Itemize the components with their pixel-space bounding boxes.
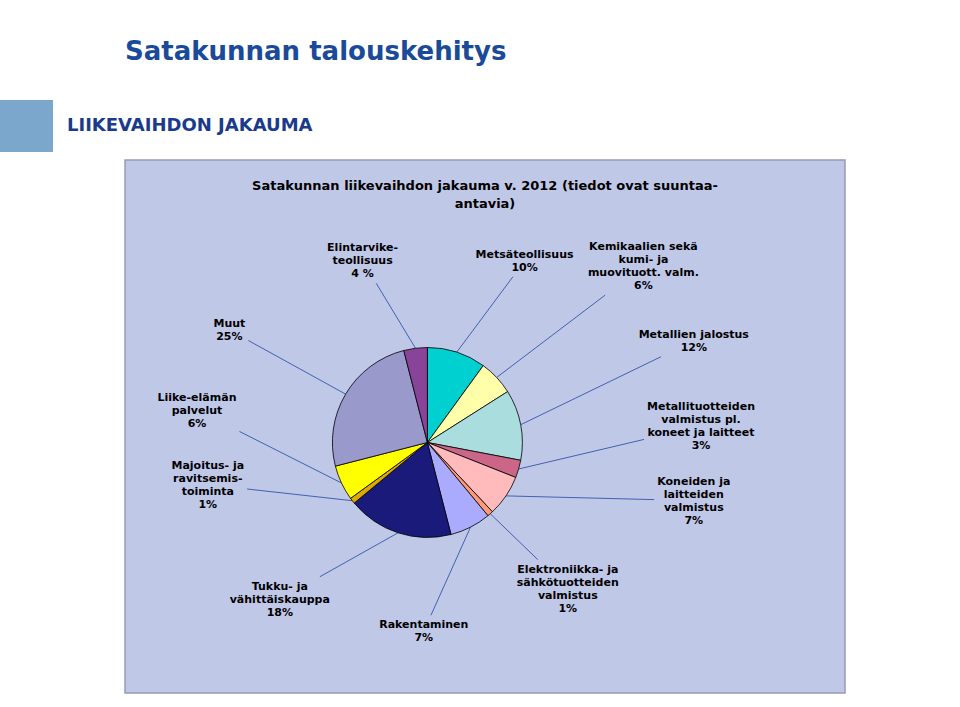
data-label: 7% bbox=[414, 631, 433, 644]
title: Satakunnan talouskehitys bbox=[125, 36, 506, 66]
slice-label: Metallien jalostus12% bbox=[639, 328, 750, 354]
slice-label: Tukku- javähittäiskauppa18% bbox=[230, 580, 330, 619]
category-label: Tukku- javähittäiskauppa bbox=[230, 580, 330, 606]
data-label: 25% bbox=[216, 330, 242, 343]
category-label: Liike-elämänpalvelut bbox=[158, 391, 237, 417]
leader-line bbox=[248, 340, 345, 394]
category-label-line: muovituott. valm. bbox=[588, 266, 699, 279]
chart-title-line: antavia) bbox=[455, 196, 516, 211]
data-label: 7% bbox=[684, 514, 703, 527]
leader-line bbox=[519, 439, 644, 469]
leader-line bbox=[239, 431, 341, 482]
slice-label: Elintarvike-teollisuus4 % bbox=[327, 241, 398, 280]
category-label: Metsäteollisuus bbox=[476, 248, 574, 261]
category-label: Koneiden jalaitteidenvalmistus bbox=[657, 475, 730, 514]
category-label-line: koneet ja laitteet bbox=[647, 426, 754, 439]
category-label: Elektroniikka- jasähkötuotteidenvalmistu… bbox=[517, 563, 619, 602]
chart: Satakunnan talouskehitys LIIKEVAIHDON JAK… bbox=[0, 0, 960, 707]
chart-container: Satakunnan talouskehitys LIIKEVAIHDON JAK… bbox=[0, 0, 960, 707]
pie-slice bbox=[404, 347, 428, 442]
slice-label: Muut25% bbox=[213, 317, 245, 343]
category-label-line: Metsäteollisuus bbox=[476, 248, 574, 261]
slice-label: Rakentaminen7% bbox=[379, 618, 468, 644]
leader-line bbox=[431, 527, 471, 615]
data-label: 10% bbox=[511, 261, 537, 274]
data-label: 1% bbox=[558, 602, 577, 615]
category-label: Metallien jalostus bbox=[639, 328, 750, 341]
category-label-line: Metallituotteiden bbox=[647, 400, 755, 413]
category-label-line: palvelut bbox=[172, 404, 223, 417]
leader-line bbox=[490, 514, 538, 560]
category-label: Elintarvike-teollisuus bbox=[327, 241, 398, 267]
data-label: 6% bbox=[634, 279, 653, 292]
chart-box bbox=[125, 160, 845, 693]
category-label-line: Koneiden ja bbox=[657, 475, 730, 488]
subtitle-accent bbox=[0, 100, 53, 152]
leader-line bbox=[521, 357, 661, 425]
category-label: Metallituotteidenvalmistus pl.koneet ja … bbox=[647, 400, 755, 439]
data-label: 1% bbox=[198, 498, 217, 511]
category-label: Kemikaalien sekäkumi- jamuovituott. valm… bbox=[588, 240, 699, 279]
leader-line bbox=[320, 533, 398, 577]
slice-label: Kemikaalien sekäkumi- jamuovituott. valm… bbox=[588, 240, 699, 292]
data-label: 4 % bbox=[351, 267, 374, 280]
category-label-line: valmistus pl. bbox=[661, 413, 740, 426]
category-label-line: Elektroniikka- ja bbox=[517, 563, 618, 576]
slice-label: Metsäteollisuus10% bbox=[476, 248, 574, 274]
category-label-line: Metallien jalostus bbox=[639, 328, 750, 341]
category-label-line: laitteiden bbox=[664, 488, 724, 501]
category-label-line: sähkötuotteiden bbox=[517, 576, 619, 589]
slice-label: Koneiden jalaitteidenvalmistus7% bbox=[657, 475, 730, 527]
labels: Metsäteollisuus10% Kemikaalien sekäkumi- … bbox=[158, 240, 755, 644]
category-label-line: toiminta bbox=[182, 485, 234, 498]
slice-label: Elektroniikka- jasähkötuotteidenvalmistu… bbox=[517, 563, 619, 615]
leader-line bbox=[247, 489, 352, 501]
category-label: Rakentaminen bbox=[379, 618, 468, 631]
pie bbox=[332, 347, 522, 537]
category-label-line: Majoitus- ja bbox=[171, 459, 244, 472]
category-label-line: ravitsemis- bbox=[173, 472, 242, 485]
category-label-line: Muut bbox=[213, 317, 245, 330]
category-label-line: valmistus bbox=[664, 501, 724, 514]
category-label-line: vähittäiskauppa bbox=[230, 593, 330, 606]
data-label: 18% bbox=[267, 606, 293, 619]
category-label-line: valmistus bbox=[538, 589, 598, 602]
category-label-line: Rakentaminen bbox=[379, 618, 468, 631]
category-label-line: Tukku- ja bbox=[252, 580, 308, 593]
category-label-line: Liike-elämän bbox=[158, 391, 237, 404]
data-label: 3% bbox=[692, 439, 711, 452]
slice-label: Liike-elämänpalvelut6% bbox=[158, 391, 237, 430]
leader-lines bbox=[239, 277, 661, 615]
data-label: 12% bbox=[681, 341, 707, 354]
category-label: Muut bbox=[213, 317, 245, 330]
chart-title: Satakunnan liikevaihdon jakauma v. 2012 … bbox=[252, 178, 718, 211]
category-label-line: Elintarvike- bbox=[327, 241, 398, 254]
category-label: Majoitus- jaravitsemis-toiminta bbox=[171, 459, 244, 498]
chart-title-line: Satakunnan liikevaihdon jakauma v. 2012 … bbox=[252, 178, 718, 193]
leader-line bbox=[457, 277, 513, 352]
leader-line bbox=[506, 496, 654, 500]
category-label-line: teollisuus bbox=[332, 254, 393, 267]
category-label-line: Kemikaalien sekä bbox=[589, 240, 698, 253]
slice-label: Metallituotteidenvalmistus pl.koneet ja … bbox=[647, 400, 755, 452]
data-label: 6% bbox=[188, 417, 207, 430]
subtitle: LIIKEVAIHDON JAKAUMA bbox=[67, 114, 313, 135]
category-label-line: kumi- ja bbox=[618, 253, 668, 266]
slice-label: Majoitus- jaravitsemis-toiminta1% bbox=[171, 459, 244, 511]
leader-line bbox=[497, 295, 606, 377]
leader-line bbox=[376, 283, 415, 348]
